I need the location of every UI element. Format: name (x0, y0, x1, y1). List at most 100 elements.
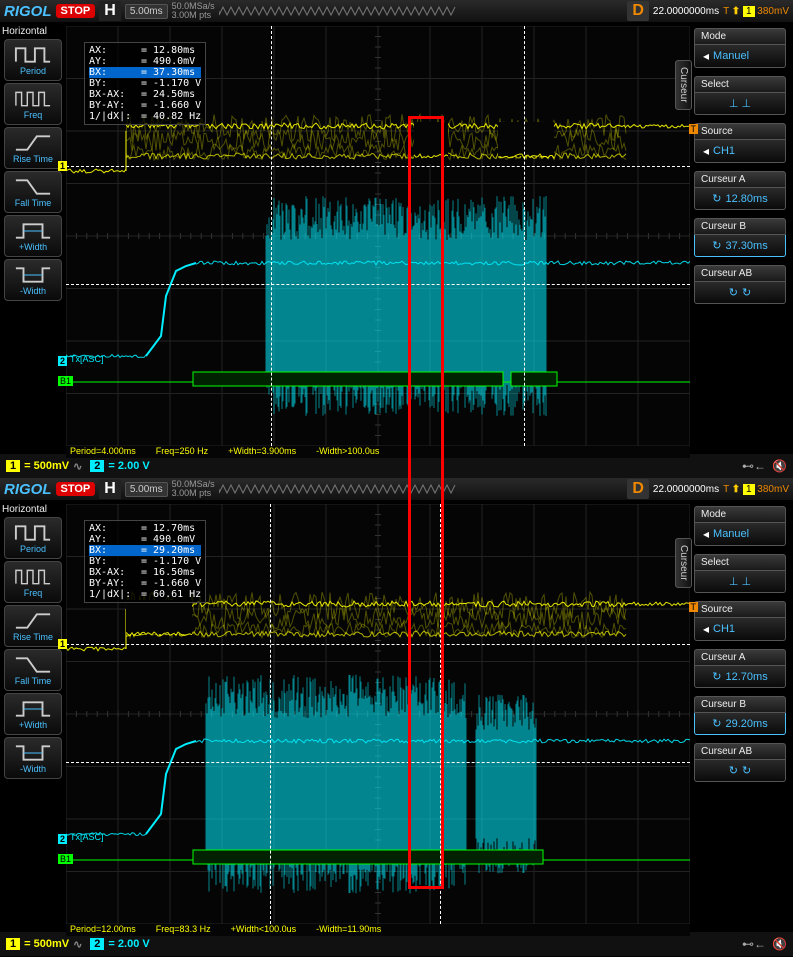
measure-falltime-button[interactable]: Fall Time (4, 171, 62, 213)
trigger-marker: T (689, 602, 699, 612)
cursor-readout-table: AX:= 12.70msAY:= 490.0mVBX:= 29.20msBY:=… (84, 520, 206, 603)
menu-value[interactable]: ◂ Manuel (694, 45, 786, 68)
measure-width-button[interactable]: -Width (4, 737, 62, 779)
measure-label: -Width (20, 764, 46, 774)
cursor-a-line[interactable] (270, 504, 271, 924)
measure-falltime-button[interactable]: Fall Time (4, 649, 62, 691)
run-stop-indicator: STOP (56, 482, 96, 496)
ch2-scale[interactable]: 2 = 2.00 V (90, 938, 149, 950)
ch1-marker: 1 (58, 639, 67, 649)
sidebar-header: Horizontal (0, 26, 66, 37)
delay-label: D (627, 479, 649, 499)
measure-label: Period (20, 544, 46, 554)
chevron-left-icon: ◂ (703, 49, 709, 63)
menu-value[interactable]: ↻ 37.30ms (694, 235, 786, 257)
menu-value[interactable]: ◂ CH1 (694, 140, 786, 163)
menu-mode[interactable]: Mode ◂ Manuel (694, 28, 786, 68)
measure-sidebar: Horizontal Period Freq Rise Time Fall Ti… (0, 22, 66, 454)
ch1-scale[interactable]: 1 = 500mV ∿ (6, 938, 82, 951)
cursor-row: BX:= 29.20ms (89, 545, 201, 556)
menu-header: Curseur B (694, 218, 786, 235)
timebase-value: 5.00ms (125, 482, 168, 497)
menu-curseur-b[interactable]: Curseur B ↻ 37.30ms (694, 218, 786, 257)
ch1-scale[interactable]: 1 = 500mV ∿ (6, 460, 82, 473)
cursor-by-line (66, 762, 690, 763)
menu-value-text: ⊥ ⊥ (729, 97, 751, 110)
oscilloscope-screen-0: RIGOL STOP H 5.00ms 50.0MSa/s3.00M pts D… (0, 0, 793, 478)
menu-value[interactable]: ↻ 12.80ms (694, 188, 786, 210)
menu-select[interactable]: Select ⊥ ⊥ (694, 554, 786, 593)
measure-freq-button[interactable]: Freq (4, 83, 62, 125)
menu-value[interactable]: ◂ CH1 (694, 618, 786, 641)
spinner-icon: ↻ (712, 239, 721, 252)
measure-readout: Period=4.000ms (70, 446, 136, 456)
measure-footer: Period=12.00msFreq=83.3 Hz+Width<100.0us… (66, 924, 690, 934)
measure-period-button[interactable]: Period (4, 517, 62, 559)
spinner-icon: ↻ (712, 192, 721, 205)
menu-header: Select (694, 554, 786, 571)
highlight-rectangle (408, 116, 444, 889)
cursor-a-line[interactable] (271, 26, 272, 446)
menu-value[interactable]: ↻ ↻ (694, 760, 786, 782)
sample-rate: 50.0MSa/s3.00M pts (172, 480, 215, 498)
menu-header: Source (694, 123, 786, 140)
chevron-left-icon: ◂ (703, 144, 709, 158)
menu-curseur-a[interactable]: Curseur A ↻ 12.70ms (694, 649, 786, 688)
measure-footer: Period=4.000msFreq=250 Hz+Width=3.900ms-… (66, 446, 690, 456)
usb-icon: ⊷← (742, 937, 766, 951)
menu-curseur-b[interactable]: Curseur B ↻ 29.20ms (694, 696, 786, 735)
cursor-row: BX-AX:= 24.50ms (89, 89, 201, 100)
chevron-left-icon: ◂ (703, 527, 709, 541)
measure-width-button[interactable]: +Width (4, 693, 62, 735)
sound-off-icon: 🔇 (772, 459, 787, 473)
cursor-row: AY:= 490.0mV (89, 534, 201, 545)
ch2-scale[interactable]: 2 = 2.00 V (90, 460, 149, 472)
cursor-ay-line (66, 644, 690, 645)
menu-value[interactable]: ⊥ ⊥ (694, 93, 786, 115)
measure-risetime-button[interactable]: Rise Time (4, 127, 62, 169)
menu-value[interactable]: ⊥ ⊥ (694, 571, 786, 593)
menu-value[interactable]: ↻ 12.70ms (694, 666, 786, 688)
trigger-marker: T (689, 124, 699, 134)
cursor-ay-line (66, 166, 690, 167)
menu-value[interactable]: ↻ ↻ (694, 282, 786, 304)
menu-source[interactable]: Source ◂ CH1 (694, 601, 786, 641)
cursor-panel-label: Curseur (675, 60, 692, 110)
measure-width-button[interactable]: +Width (4, 215, 62, 257)
menu-curseur-a[interactable]: Curseur A ↻ 12.80ms (694, 171, 786, 210)
menu-value[interactable]: ↻ 29.20ms (694, 713, 786, 735)
menu-value-text: ↻ (742, 764, 751, 777)
measure-period-button[interactable]: Period (4, 39, 62, 81)
measure-readout: +Width=3.900ms (228, 446, 296, 456)
delay-value: 22.0000000ms (653, 6, 719, 17)
spinner-icon: ↻ (712, 670, 721, 683)
spinner-icon: ↻ (729, 764, 738, 777)
tx-asc-label: Tx[ASC] (70, 832, 104, 842)
measure-readout: +Width<100.0us (231, 924, 297, 934)
menu-select[interactable]: Select ⊥ ⊥ (694, 76, 786, 115)
measure-freq-button[interactable]: Freq (4, 561, 62, 603)
waveform-display[interactable]: 12B1TTx[ASC]AX:= 12.80msAY:= 490.0mVBX:=… (66, 26, 690, 458)
cursor-by-line (66, 284, 690, 285)
menu-header: Mode (694, 28, 786, 45)
menu-curseur-ab[interactable]: Curseur AB ↻ ↻ (694, 743, 786, 782)
cursor-row: AY:= 490.0mV (89, 56, 201, 67)
menu-value-text: Manuel (713, 50, 749, 62)
measure-label: -Width (20, 286, 46, 296)
menu-source[interactable]: Source ◂ CH1 (694, 123, 786, 163)
cursor-b-line[interactable] (524, 26, 525, 446)
measure-risetime-button[interactable]: Rise Time (4, 605, 62, 647)
timebase-label: H (99, 479, 121, 499)
menu-curseur-ab[interactable]: Curseur AB ↻ ↻ (694, 265, 786, 304)
menu-header: Curseur AB (694, 743, 786, 760)
menu-mode[interactable]: Mode ◂ Manuel (694, 506, 786, 546)
menu-value-text: CH1 (713, 145, 735, 157)
timebase-value: 5.00ms (125, 4, 168, 19)
cursor-readout-table: AX:= 12.80msAY:= 490.0mVBX:= 37.30msBY:=… (84, 42, 206, 125)
measure-label: +Width (19, 242, 47, 252)
waveform-display[interactable]: 12B1TTx[ASC]AX:= 12.70msAY:= 490.0mVBX:=… (66, 504, 690, 936)
menu-value[interactable]: ◂ Manuel (694, 523, 786, 546)
menu-header: Source (694, 601, 786, 618)
chevron-left-icon: ◂ (703, 622, 709, 636)
measure-width-button[interactable]: -Width (4, 259, 62, 301)
